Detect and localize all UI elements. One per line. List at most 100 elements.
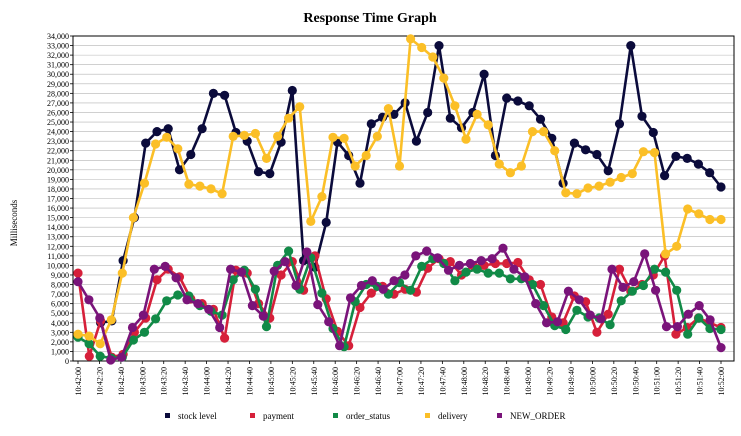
x-tick-label: 10:45:20 bbox=[288, 367, 297, 395]
data-point bbox=[542, 318, 552, 328]
data-point bbox=[253, 167, 264, 177]
y-tick-label: 3,000 bbox=[51, 328, 69, 337]
x-tick-label: 10:42:00 bbox=[74, 367, 83, 395]
data-point bbox=[128, 335, 138, 345]
data-point bbox=[250, 128, 260, 139]
data-point bbox=[350, 161, 360, 171]
data-point bbox=[173, 144, 183, 154]
x-tick-label: 10:44:20 bbox=[224, 367, 233, 395]
x-tick-label: 10:43:20 bbox=[160, 367, 169, 395]
data-point bbox=[531, 299, 541, 309]
legend-item: order_status bbox=[333, 411, 390, 421]
y-tick-label: 29,000 bbox=[47, 80, 69, 89]
data-point bbox=[163, 124, 173, 134]
data-point bbox=[228, 275, 238, 285]
data-point bbox=[561, 188, 571, 198]
x-tick-label: 10:45:00 bbox=[267, 367, 276, 395]
data-point bbox=[106, 355, 116, 365]
x-tick-label: 10:43:40 bbox=[181, 367, 190, 395]
y-tick-label: 11,000 bbox=[47, 252, 69, 261]
data-point bbox=[193, 299, 203, 309]
legend-item: delivery bbox=[425, 411, 468, 421]
data-point bbox=[378, 284, 388, 294]
data-point bbox=[317, 288, 327, 298]
data-point bbox=[73, 277, 83, 287]
data-point bbox=[574, 295, 584, 305]
data-point bbox=[284, 113, 294, 123]
data-point bbox=[313, 300, 323, 310]
data-point bbox=[539, 127, 549, 137]
data-point bbox=[417, 261, 427, 271]
data-point bbox=[638, 280, 649, 291]
data-point bbox=[572, 305, 582, 315]
data-point bbox=[563, 286, 574, 296]
data-point bbox=[683, 329, 693, 339]
legend-label: order_status bbox=[346, 411, 390, 421]
y-tick-label: 28,000 bbox=[47, 89, 69, 98]
data-point bbox=[306, 216, 316, 226]
data-point bbox=[152, 275, 162, 285]
y-tick-label: 16,000 bbox=[47, 204, 69, 213]
y-tick-label: 20,000 bbox=[47, 166, 69, 175]
data-point bbox=[276, 270, 286, 280]
x-tick-label: 10:48:20 bbox=[481, 367, 490, 395]
data-point bbox=[417, 42, 427, 53]
x-tick-label: 10:46:00 bbox=[331, 367, 340, 395]
data-point bbox=[195, 181, 205, 191]
series-layer bbox=[73, 34, 726, 365]
y-tick-label: 22,000 bbox=[47, 147, 69, 156]
y-tick-label: 10,000 bbox=[47, 261, 69, 270]
legend-label: stock level bbox=[178, 411, 217, 421]
data-point bbox=[84, 351, 94, 361]
data-point bbox=[614, 119, 625, 129]
data-point bbox=[450, 101, 460, 111]
data-point bbox=[128, 213, 138, 223]
x-tick-label: 10:50:40 bbox=[631, 367, 640, 395]
y-tick-label: 32,000 bbox=[47, 51, 69, 60]
data-point bbox=[694, 209, 704, 219]
data-point bbox=[585, 310, 595, 320]
y-tick-label: 34,000 bbox=[47, 32, 69, 41]
y-tick-label: 23,000 bbox=[47, 137, 69, 146]
data-point bbox=[638, 147, 649, 157]
data-point bbox=[513, 96, 523, 106]
data-point bbox=[406, 285, 416, 295]
y-tick-label: 5,000 bbox=[51, 309, 69, 318]
x-tick-label: 10:44:40 bbox=[245, 367, 254, 395]
data-point bbox=[273, 131, 283, 141]
x-tick-label: 10:43:00 bbox=[138, 367, 147, 395]
data-point bbox=[535, 279, 546, 290]
data-point bbox=[683, 309, 693, 319]
series-line bbox=[76, 254, 722, 359]
y-tick-label: 17,000 bbox=[47, 195, 69, 204]
data-point bbox=[162, 132, 172, 142]
data-point bbox=[258, 311, 268, 321]
data-point bbox=[637, 111, 647, 121]
data-point bbox=[439, 73, 449, 83]
data-point bbox=[524, 101, 534, 111]
legend-label: delivery bbox=[438, 411, 468, 421]
data-point bbox=[361, 150, 371, 161]
data-point bbox=[84, 331, 94, 341]
data-point bbox=[226, 264, 236, 274]
data-point bbox=[174, 165, 185, 175]
data-point bbox=[605, 320, 615, 330]
y-tick-label: 0 bbox=[65, 357, 69, 366]
data-point bbox=[487, 254, 497, 264]
data-point bbox=[73, 268, 83, 278]
data-point bbox=[672, 241, 682, 251]
data-point bbox=[483, 120, 493, 130]
data-point bbox=[247, 301, 257, 311]
data-point bbox=[581, 145, 591, 155]
series-delivery bbox=[73, 34, 726, 349]
data-point bbox=[583, 183, 593, 193]
data-point bbox=[443, 265, 454, 275]
legend-swatch bbox=[250, 413, 255, 418]
y-tick-label: 2,000 bbox=[51, 338, 69, 347]
x-tick-label: 10:49:40 bbox=[567, 367, 576, 395]
data-point bbox=[682, 153, 692, 163]
data-point bbox=[206, 184, 216, 194]
data-point bbox=[197, 124, 207, 134]
x-tick-label: 10:49:20 bbox=[546, 367, 555, 395]
